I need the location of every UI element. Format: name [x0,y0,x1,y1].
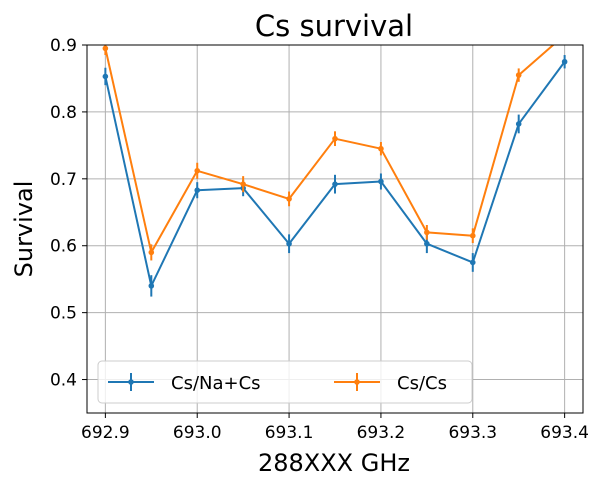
x-axis-label: 288XXX GHz [258,449,410,477]
data-point [469,232,476,239]
data-point [515,121,522,127]
y-tick-label: 0.5 [50,304,77,324]
data-point [332,181,338,187]
x-axis-ticks: 692.9 693.0 693.1 693.2 693.3 693.4 [81,413,589,443]
data-point [102,45,109,52]
data-point [332,135,338,142]
x-tick-label: 693.3 [448,423,497,443]
plot-frame [86,44,584,414]
data-point [286,240,292,247]
legend-box [97,360,473,404]
legend-label-0: Cs/Na+Cs [171,373,261,394]
y-axis-label: Survival [10,181,38,278]
data-point [424,240,430,247]
data-point [378,178,384,185]
chart-title: Cs survival [255,9,413,43]
y-tick-label: 0.6 [50,237,77,257]
x-tick-label: 693.4 [540,423,589,443]
legend-swatch-marker-1 [354,379,360,385]
x-tick-label: 693.0 [173,423,222,443]
y-tick-label: 0.4 [50,371,77,391]
legend: Cs/Na+Cs Cs/Cs [97,360,473,404]
data-point [194,167,201,174]
series-line [104,61,566,287]
data-point [562,32,568,38]
y-tick-label: 0.7 [50,170,77,190]
data-point [194,187,201,193]
x-tick-label: 692.9 [81,423,130,443]
data-point [286,196,292,202]
grid [87,44,583,413]
y-axis-ticks: 0.4 0.5 0.6 0.7 0.8 0.9 [50,36,87,391]
data-point [148,249,155,256]
data-point [515,72,522,78]
x-tick-label: 693.1 [265,423,314,443]
y-tick-label: 0.9 [50,36,77,56]
data-point [561,58,568,65]
series-0 [102,55,568,297]
legend-label-1: Cs/Cs [397,373,447,394]
data-point [469,259,476,266]
data-point [240,181,246,187]
data-point [378,145,384,152]
data-point [102,73,109,80]
legend-swatch-marker-0 [128,379,134,385]
data-point [148,283,155,289]
y-tick-label: 0.8 [50,103,77,123]
data-point [424,229,430,236]
x-tick-label: 693.2 [357,423,406,443]
series-layer [102,32,568,297]
series-1 [102,32,568,261]
